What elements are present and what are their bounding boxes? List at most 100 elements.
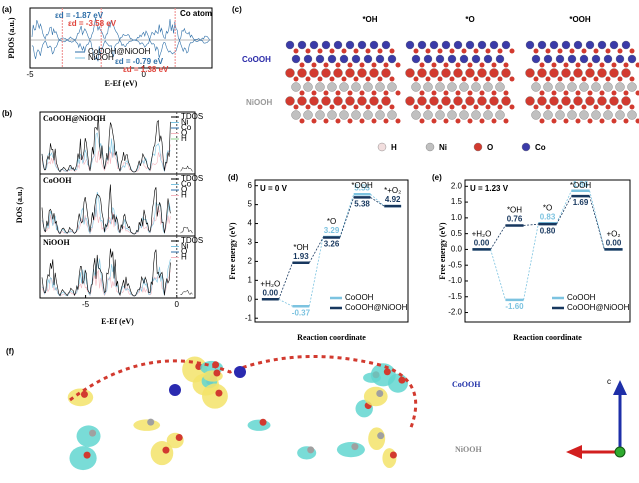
plot-frame (464, 179, 631, 323)
dos-curve-illustration (180, 289, 193, 296)
atom-illustration (431, 90, 437, 96)
atom-illustration (593, 76, 599, 82)
atom-illustration (375, 110, 385, 120)
atom-illustration (345, 40, 355, 50)
atom-illustration (491, 90, 497, 96)
atom-illustration (441, 96, 451, 106)
legend-label: O (181, 129, 187, 138)
atom-illustration (327, 110, 337, 120)
atom-illustration (585, 96, 595, 106)
atom-illustration (389, 451, 397, 459)
legend-dot (425, 142, 435, 152)
atom-illustration (549, 68, 559, 78)
atom-illustration (587, 62, 593, 68)
y-tick-label: 4 (248, 219, 253, 228)
x-axis-title: E-Ef (eV) (101, 317, 134, 326)
atom-illustration (605, 48, 611, 54)
atom-illustration (617, 76, 623, 82)
atom-illustration (533, 104, 539, 110)
y-tick-label: 1 (248, 275, 253, 284)
annotation: εd = -0.79 eV (115, 57, 164, 66)
panel-label: (d) (228, 173, 239, 182)
atom-illustration (323, 62, 329, 68)
atom-illustration (555, 54, 565, 64)
atom-illustration (375, 82, 385, 92)
atom-illustration (561, 68, 571, 78)
atom-illustration (545, 76, 551, 82)
y-tick-label: 0.0 (451, 245, 463, 254)
atom-illustration (423, 82, 433, 92)
atom-illustration (635, 62, 639, 68)
atom-illustration (495, 54, 505, 64)
atom-illustration (429, 96, 439, 106)
connector (490, 225, 506, 250)
atom-illustration (353, 48, 359, 54)
dos-curve-illustration (41, 205, 171, 235)
legend-dot (521, 142, 531, 152)
atom-illustration (599, 62, 605, 68)
atom-illustration (311, 118, 317, 124)
y-axis-title: Free energy (eV) (228, 222, 237, 279)
atom-illustration (383, 368, 391, 376)
atom-illustration (491, 62, 497, 68)
atom-illustration (545, 104, 551, 110)
atom-illustration (539, 118, 545, 124)
legend-label: TDOS (181, 112, 203, 121)
atom-illustration (321, 40, 331, 50)
atom-illustration (629, 76, 635, 82)
charge-lobe (336, 442, 365, 458)
atom-illustration (293, 48, 299, 54)
atom-illustration (585, 40, 595, 50)
value-label: 4.92 (385, 195, 401, 204)
atom-illustration (549, 40, 559, 50)
y-tick-label: -0.5 (448, 260, 462, 269)
atom-illustration (359, 62, 365, 68)
x-axis-title: Reaction coordinate (297, 333, 366, 342)
atom-illustration (465, 68, 475, 78)
step-label: *OH (507, 206, 522, 215)
atom-illustration (383, 62, 389, 68)
atom-illustration (327, 82, 337, 92)
atom-illustration (609, 68, 619, 78)
atom-illustration (365, 76, 371, 82)
panel-label: (a) (2, 5, 12, 14)
atom-illustration (467, 90, 473, 96)
value-label: 1.69 (573, 198, 589, 207)
atom-illustration (305, 48, 311, 54)
atom-illustration (587, 90, 593, 96)
atom-illustration (567, 54, 577, 64)
atom-illustration (347, 118, 353, 124)
legend-label: H (391, 143, 397, 152)
atom-illustration (339, 110, 349, 120)
atom-illustration (557, 104, 563, 110)
atom-illustration (459, 110, 469, 120)
atom-illustration (405, 40, 415, 50)
y-tick-label: -1.5 (448, 292, 462, 301)
atom-illustration (503, 118, 509, 124)
atom-illustration (477, 68, 487, 78)
atom-illustration (371, 62, 377, 68)
atom-illustration (459, 54, 469, 64)
atom-illustration (429, 68, 439, 78)
atom-illustration (387, 82, 397, 92)
atom-illustration (599, 118, 605, 124)
step-label: *OOH (351, 181, 373, 190)
value-label: 5.38 (354, 200, 370, 209)
atom-illustration (623, 118, 629, 124)
value-label: 3.29 (324, 226, 340, 235)
atom-illustration (501, 96, 511, 106)
atom-illustration (83, 451, 91, 459)
atom-illustration (537, 40, 547, 50)
atom-illustration (329, 48, 335, 54)
dos-curve-illustration (31, 18, 210, 42)
atom-illustration (537, 96, 547, 106)
atom-illustration (459, 82, 469, 92)
connector (556, 190, 572, 224)
atom-illustration (597, 40, 607, 50)
legend-label: Co (181, 180, 192, 189)
atom-illustration (509, 76, 515, 82)
atom-illustration (162, 446, 170, 454)
atom-illustration (501, 68, 511, 78)
atom-illustration (455, 62, 461, 68)
atom-illustration (621, 96, 631, 106)
